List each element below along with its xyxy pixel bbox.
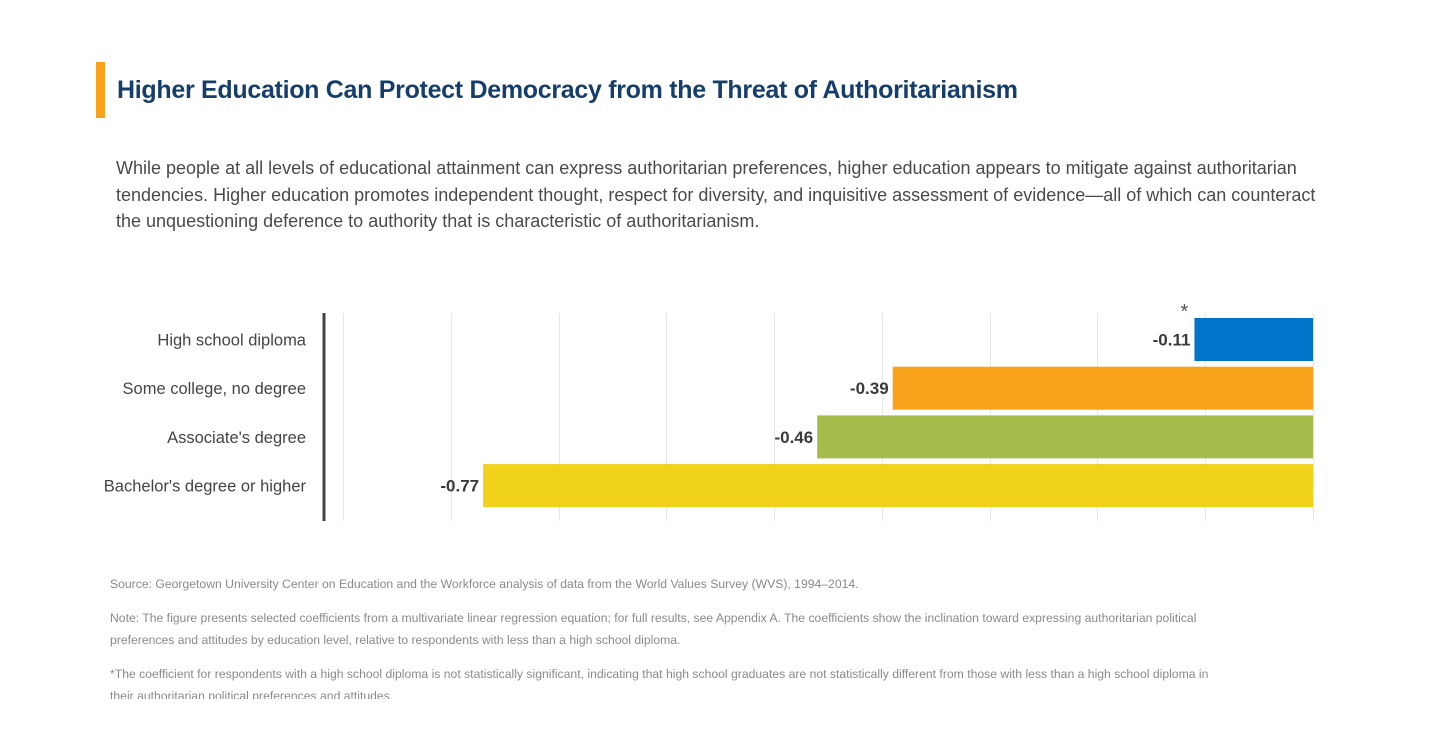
chart-title: Higher Education Can Protect Democracy f… — [117, 76, 1018, 104]
category-label: Bachelor's degree or higher — [104, 478, 307, 496]
chart-subtitle: While people at all levels of educationa… — [116, 158, 1316, 231]
category-label: Associate's degree — [167, 429, 306, 447]
value-label: -0.46 — [774, 428, 813, 447]
value-label: -0.39 — [850, 379, 889, 398]
method-note: Note: The figure presents selected coeff… — [110, 611, 1197, 647]
title-accent-bar — [96, 62, 105, 118]
source-note: Source: Georgetown University Center on … — [110, 577, 859, 591]
footnotes: Source: Georgetown University Center on … — [110, 573, 1220, 699]
value-label: -0.77 — [440, 477, 479, 496]
category-label: High school diploma — [157, 332, 306, 350]
bar — [892, 366, 1313, 410]
significance-note: *The coefficient for respondents with a … — [110, 667, 1209, 699]
bar — [817, 415, 1313, 459]
significance-asterisk: * — [1181, 301, 1189, 323]
bar — [483, 464, 1314, 508]
category-label: Some college, no degree — [123, 380, 306, 398]
value-label: -0.11 — [1153, 331, 1191, 350]
bar — [1194, 318, 1313, 361]
bar-chart: High school diploma -0.11 * Some college, n… — [104, 301, 1314, 521]
